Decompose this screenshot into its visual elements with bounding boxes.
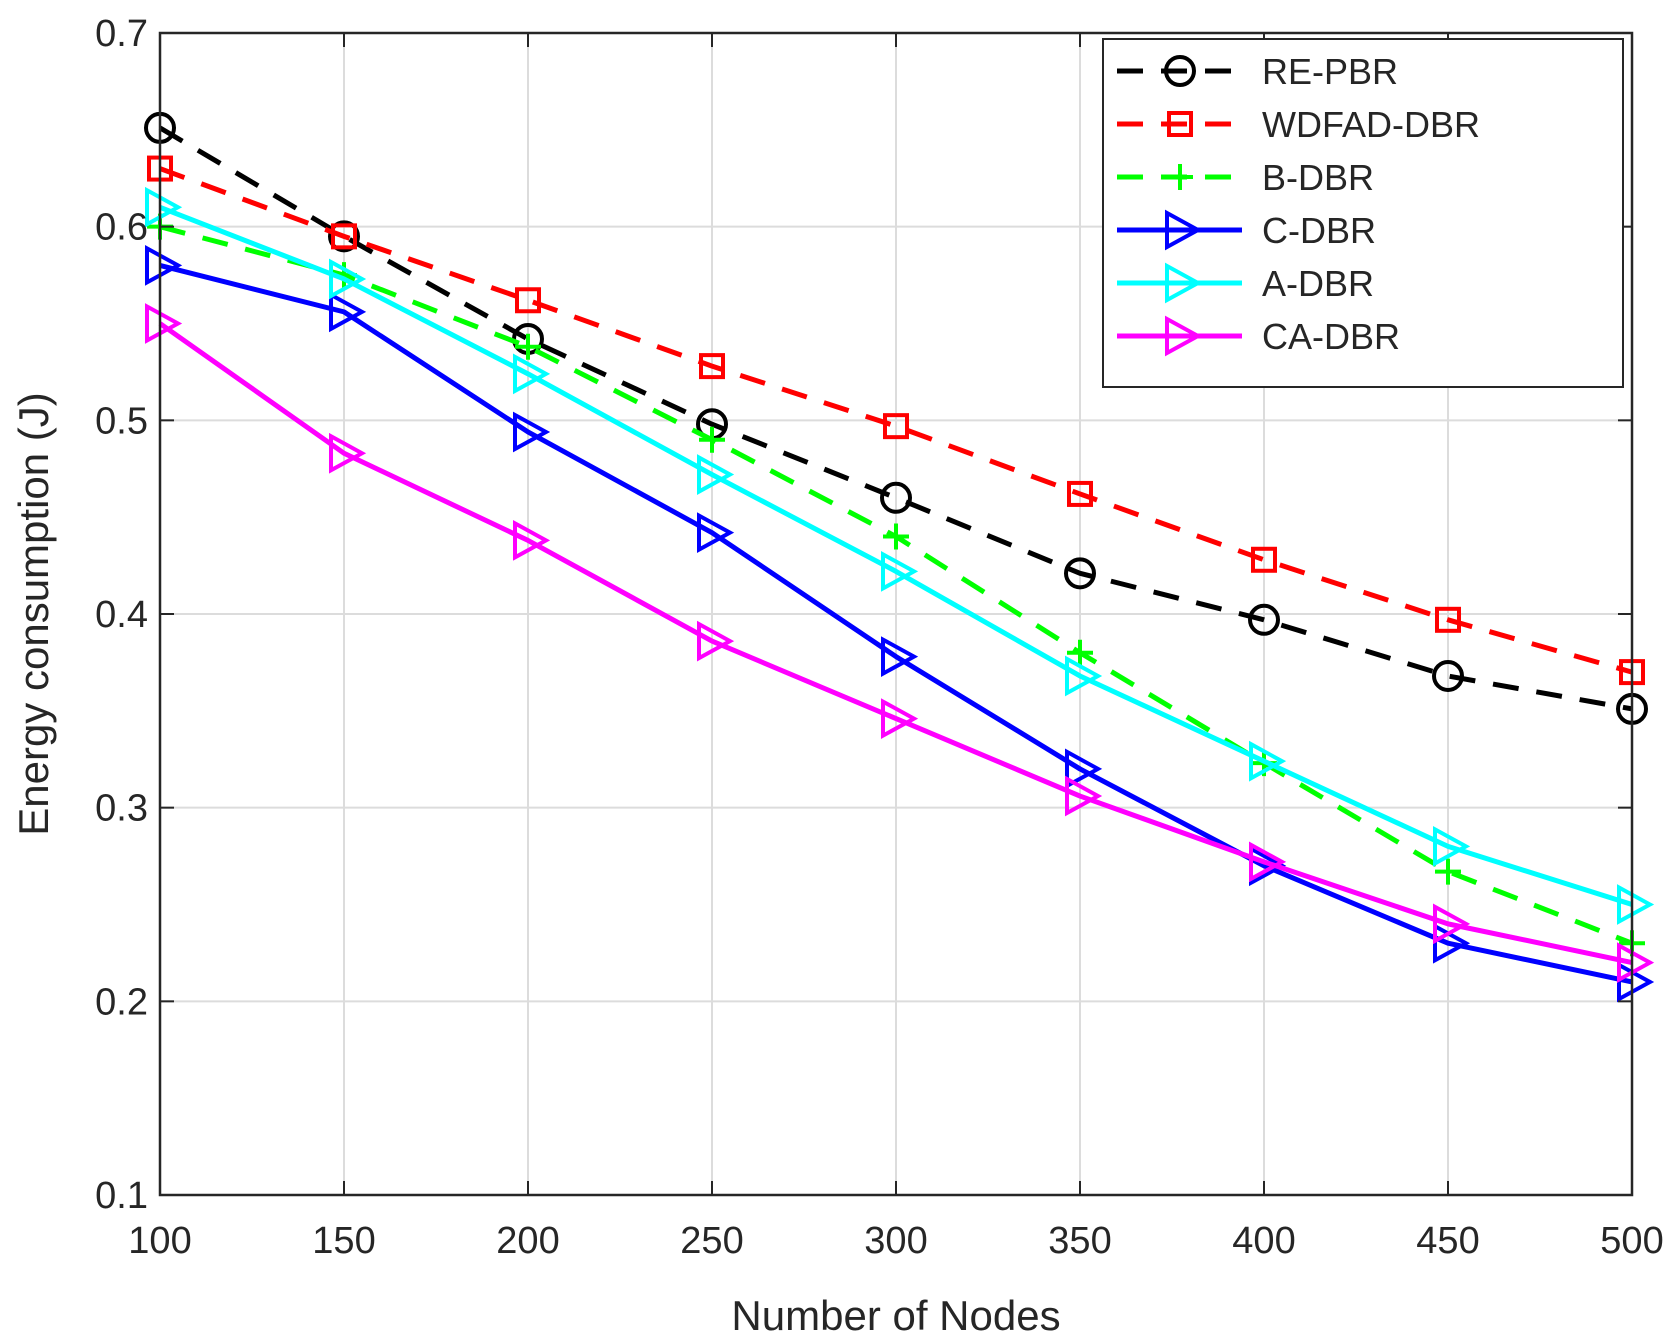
data-point-c-dbr [1433,922,1471,964]
data-point-wdfad-dbr [883,413,909,440]
legend-box [1102,38,1624,388]
data-point-wdfad-dbr [331,223,357,250]
x-tick-label: 250 [680,1220,743,1262]
x-tick-label: 400 [1232,1220,1295,1262]
data-point-c-dbr [513,411,551,453]
data-point-re-pbr [1432,659,1464,692]
legend-marker-b-dbr [1167,164,1193,190]
data-point-wdfad-dbr [1435,606,1461,633]
series-a-dbr [145,186,1655,925]
series-line-re-pbr [158,125,1633,712]
y-tick-label: 0.1 [95,1175,148,1217]
data-point-ca-dbr [1065,775,1103,817]
legend-entry-wdfad-dbr: WDFAD-DBR [1117,104,1480,145]
legend-marker-wdfad-dbr [1167,111,1193,137]
series-wdfad-dbr [147,155,1645,686]
data-point-wdfad-dbr [1067,480,1093,507]
legend-label-re-pbr: RE-PBR [1262,51,1398,92]
data-point-wdfad-dbr [1251,546,1277,573]
y-axis-title: Energy consumption (J) [10,392,57,836]
data-point-a-dbr [1433,826,1471,867]
legend-label-a-dbr: A-DBR [1262,263,1374,304]
data-point-c-dbr [1065,748,1103,790]
legend-label-ca-dbr: CA-DBR [1262,316,1400,357]
data-point-ca-dbr [329,432,367,474]
legend-marker-ca-dbr [1165,315,1203,357]
x-tick-label: 300 [864,1220,927,1262]
data-point-c-dbr [1617,961,1655,1003]
series-layer [144,111,1655,1003]
series-ca-dbr [145,303,1655,983]
data-point-b-dbr [1067,639,1093,666]
data-point-b-dbr [515,333,541,360]
y-tick-label: 0.7 [95,13,148,55]
legend: RE-PBR WDFAD-DBR B-DBR C-DBR A-DBR CA-DBR [1102,38,1624,388]
x-tick-label: 350 [1048,1220,1111,1262]
data-point-re-pbr [328,220,360,253]
legend-marker-a-dbr [1165,262,1203,304]
series-line-ca-dbr [158,321,1633,966]
data-point-b-dbr [883,523,909,550]
legend-entry-a-dbr: A-DBR [1117,262,1374,304]
data-point-ca-dbr [1249,841,1287,883]
series-c-dbr [145,245,1655,1003]
x-tick-label: 450 [1416,1220,1479,1262]
data-point-wdfad-dbr [699,353,725,380]
y-tick-label: 0.3 [95,788,148,830]
series-line-wdfad-dbr [159,166,1633,675]
data-point-re-pbr [1064,557,1096,590]
series-line-a-dbr [159,204,1633,907]
data-point-a-dbr [145,186,183,228]
data-point-c-dbr [329,291,367,333]
legend-label-wdfad-dbr: WDFAD-DBR [1262,104,1480,145]
legend-entry-ca-dbr: CA-DBR [1117,315,1400,357]
data-point-ca-dbr [1433,903,1471,945]
data-point-ca-dbr [697,620,735,662]
legend-entry-b-dbr: B-DBR [1117,157,1374,198]
data-point-c-dbr [697,512,735,554]
data-point-wdfad-dbr [515,287,541,314]
data-point-a-dbr [1617,884,1655,925]
data-point-a-dbr [513,353,551,395]
legend-entry-c-dbr: C-DBR [1117,209,1376,251]
y-tick-label: 0.6 [95,207,148,249]
legend-marker-c-dbr [1165,209,1203,251]
data-point-b-dbr [699,426,725,453]
y-tick-label: 0.2 [95,981,148,1023]
legend-entry-re-pbr: RE-PBR [1117,51,1398,92]
data-point-re-pbr [1248,603,1280,636]
data-point-ca-dbr [513,520,551,561]
legend-label-c-dbr: C-DBR [1262,210,1376,251]
data-point-ca-dbr [881,698,919,739]
y-tick-label: 0.5 [95,400,148,442]
data-point-a-dbr [329,258,367,300]
data-point-a-dbr [697,454,735,495]
x-tick-label: 150 [312,1220,375,1262]
data-point-a-dbr [881,551,919,592]
data-point-ca-dbr [145,303,183,344]
legend-marker-re-pbr [1164,55,1196,87]
data-point-b-dbr [1435,858,1461,885]
series-line-c-dbr [159,262,1633,985]
ticks: 100 150 200 250 300 350 400 450 500 0.1 0.2 0.3 0.4 0… [95,13,1664,1262]
x-tick-label: 500 [1600,1220,1663,1262]
data-point-a-dbr [1065,655,1103,697]
data-point-c-dbr [145,245,183,286]
data-point-a-dbr [1249,740,1287,782]
data-point-ca-dbr [1617,942,1655,983]
x-axis-title: Number of Nodes [731,1292,1060,1339]
y-tick-label: 0.4 [95,594,148,636]
data-point-c-dbr [881,636,919,677]
x-tick-label: 100 [128,1220,191,1262]
x-tick-label: 200 [496,1220,559,1262]
data-point-re-pbr [880,481,912,514]
legend-label-b-dbr: B-DBR [1262,157,1374,198]
